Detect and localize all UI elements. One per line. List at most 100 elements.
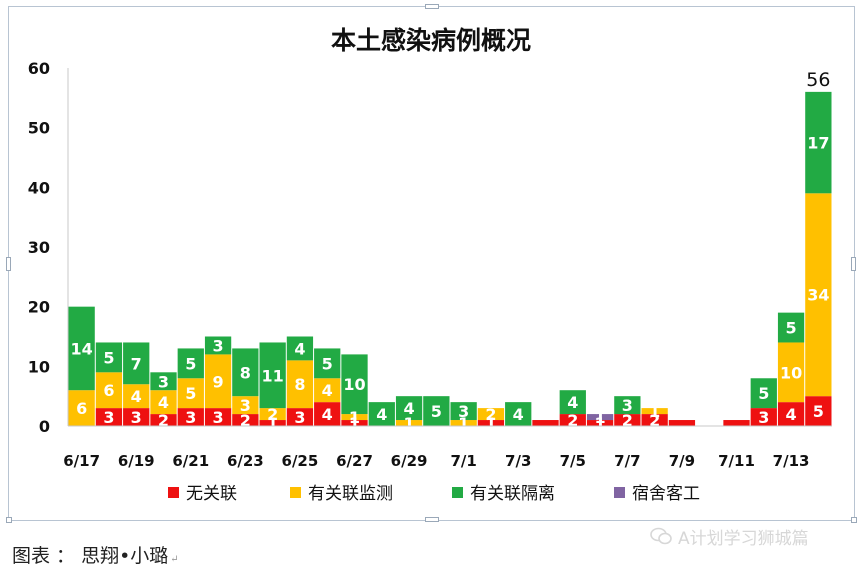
bar-segment[interactable] [614, 414, 641, 426]
bar-segment[interactable] [95, 408, 123, 426]
data-label: 4 [376, 405, 387, 424]
bar-segment[interactable] [95, 342, 123, 373]
bar-segment[interactable] [395, 396, 423, 421]
x-axis: 6/17 6/19 6/21 6/23 6/25 6/27 6/29 7/1 7/3 7/5 7/7… [63, 425, 832, 470]
bar-segment[interactable] [68, 390, 95, 426]
bar-segment[interactable] [123, 408, 150, 426]
data-label: 34 [807, 286, 829, 305]
bar-segment[interactable] [586, 414, 614, 421]
bar-segment[interactable] [314, 348, 341, 379]
bar-segment[interactable] [232, 414, 259, 426]
bar-segment[interactable] [805, 396, 832, 426]
bar-segment[interactable] [150, 372, 177, 391]
bar-segment[interactable] [286, 408, 314, 426]
bar-segment[interactable] [286, 360, 314, 409]
resize-handle-top[interactable] [425, 4, 439, 9]
bar-segment[interactable] [68, 306, 95, 391]
bar-segment[interactable] [314, 402, 341, 426]
bar-segment[interactable] [259, 342, 286, 409]
y-tick-label: 50 [28, 119, 50, 138]
legend-item[interactable]: 无关联 [168, 484, 237, 504]
legend-item[interactable]: 宿舍客工 [614, 484, 700, 504]
data-label: 3 [213, 408, 224, 427]
bar-segment[interactable] [95, 372, 123, 409]
bar-segment[interactable] [259, 420, 286, 426]
data-label: 4 [158, 393, 169, 412]
y-tick-label: 20 [28, 298, 50, 317]
resize-handle-bottom[interactable] [425, 517, 439, 522]
bar-segment[interactable] [750, 378, 777, 409]
bar-segment[interactable] [177, 408, 204, 426]
legend-swatch [290, 487, 301, 498]
data-label: 3 [622, 396, 633, 415]
bar-segment[interactable] [123, 384, 150, 409]
bar-segment[interactable] [586, 420, 614, 426]
bar-segment[interactable] [641, 414, 668, 426]
bar-segment[interactable] [723, 420, 750, 426]
legend-item[interactable]: 有关联隔离 [452, 484, 555, 504]
bar-segment[interactable] [777, 402, 805, 426]
bar-segment[interactable] [805, 193, 832, 397]
data-label: 1 [485, 414, 496, 433]
data-label: 3 [294, 408, 305, 427]
y-tick-label: 30 [28, 238, 50, 257]
bar-segment[interactable] [177, 378, 204, 409]
x-tick-label: 7/11 [718, 452, 755, 470]
data-label: 9 [213, 372, 224, 391]
bar-segment[interactable] [286, 336, 314, 361]
bar-segment[interactable] [505, 402, 532, 426]
bar-segment[interactable] [532, 420, 559, 426]
resize-handle-bottom-right[interactable] [851, 517, 857, 523]
bar-segment[interactable] [150, 390, 177, 415]
bar-segment[interactable] [559, 390, 586, 415]
resize-handle-right[interactable] [851, 257, 856, 271]
bar-segment[interactable] [123, 342, 150, 385]
data-label: 10 [343, 375, 365, 394]
bar-segment[interactable] [368, 402, 395, 426]
data-label: 1 [595, 408, 606, 427]
bar-segment[interactable] [805, 91, 832, 194]
bar-segment[interactable] [559, 414, 586, 426]
legend-item[interactable]: 有关联监测 [290, 484, 393, 504]
x-tick-label: 7/9 [669, 452, 695, 470]
bar-segment[interactable] [259, 408, 286, 421]
bar-segment[interactable] [477, 408, 505, 421]
bar-segment[interactable] [777, 312, 805, 343]
bar-segment[interactable] [777, 342, 805, 403]
bar-segment[interactable] [668, 420, 696, 426]
resize-handle-left[interactable] [6, 257, 11, 271]
y-tick-label: 0 [39, 417, 50, 436]
wechat-icon [650, 527, 672, 545]
bar-segment[interactable] [641, 408, 668, 415]
data-label: 1 [349, 414, 360, 433]
bar-segment[interactable] [614, 396, 641, 415]
resize-handle-bottom-left[interactable] [6, 517, 12, 523]
bar-segment[interactable] [450, 402, 477, 421]
bar-segment[interactable] [204, 354, 232, 409]
bar-segment[interactable] [204, 408, 232, 426]
bar-segment[interactable] [232, 348, 259, 397]
data-label: 2 [649, 411, 660, 430]
bar-segment[interactable] [150, 414, 177, 426]
bar-segment[interactable] [177, 348, 204, 379]
bar-segment[interactable] [314, 378, 341, 403]
data-label: 4 [513, 405, 524, 424]
bar-segment[interactable] [204, 336, 232, 355]
bar-segment[interactable] [341, 420, 368, 426]
bar-segment[interactable] [450, 420, 477, 426]
data-label: 7 [131, 354, 142, 373]
bar-segment[interactable] [423, 396, 450, 426]
bar-segment[interactable] [395, 420, 423, 426]
chart-area[interactable] [6, 4, 857, 523]
bar-segment[interactable] [232, 396, 259, 415]
bar-segment[interactable] [341, 414, 368, 421]
data-label: 5 [431, 402, 442, 421]
data-label: 3 [240, 396, 251, 415]
data-label: 11 [262, 366, 284, 385]
bar-segment[interactable] [750, 408, 777, 426]
bar-segment[interactable] [341, 354, 368, 415]
bar-segment[interactable] [477, 420, 505, 426]
y-tick-label: 10 [28, 357, 50, 376]
bars [68, 91, 832, 426]
